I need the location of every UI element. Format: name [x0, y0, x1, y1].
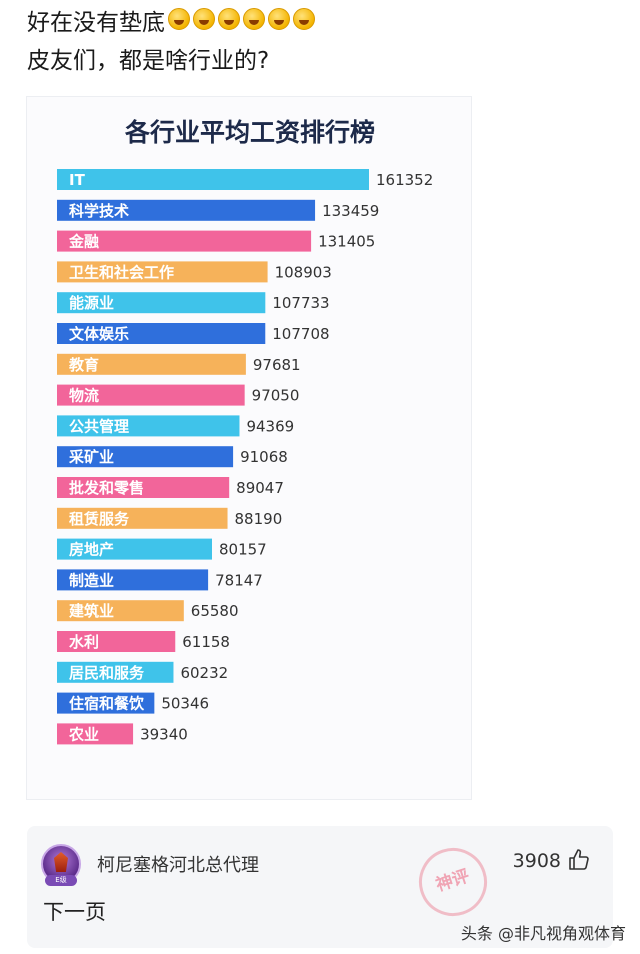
bar-value-label: 107708 [272, 325, 329, 343]
laughing-emoji-icon [218, 8, 240, 30]
bar-category-label: 文体娱乐 [69, 325, 129, 343]
bar [57, 261, 268, 283]
bar-value-label: 97681 [253, 356, 301, 374]
emoji-row [165, 4, 315, 42]
laughing-emoji-icon [268, 8, 290, 30]
bar-value-label: 131405 [318, 233, 375, 251]
bar-category-label: 教育 [68, 356, 99, 374]
bar [57, 661, 174, 683]
post-text: 好在没有垫底 皮友们，都是啥行业的? [27, 4, 315, 80]
bar [57, 600, 184, 622]
chart-title: 各行业平均工资排行榜 [124, 118, 375, 147]
bar [57, 723, 134, 745]
bar-category-label: 居民和服务 [69, 664, 145, 682]
bar-category-label: 住宿和餐饮 [69, 695, 145, 713]
bar-category-label: 采矿业 [68, 448, 114, 466]
bar [57, 199, 316, 221]
comment-card[interactable]: E级 柯尼塞格河北总代理 神评 3908 下一页 [27, 826, 613, 948]
bar [57, 692, 155, 714]
bar [57, 477, 230, 498]
bar-value-label: 89047 [236, 479, 284, 497]
laughing-emoji-icon [243, 8, 265, 30]
bar-category-label: 房地产 [69, 541, 114, 559]
comment-username[interactable]: 柯尼塞格河北总代理 [97, 855, 259, 876]
bar-value-label: 78147 [215, 571, 263, 589]
bar [57, 631, 176, 652]
thumbs-up-icon[interactable] [567, 848, 591, 872]
bar-value-label: 88190 [235, 510, 283, 528]
avatar-logo-icon [54, 852, 68, 872]
post-line-1: 好在没有垫底 [27, 4, 315, 42]
salary-bar-chart: 各行业平均工资排行榜 IT 161352 科学技术 133459 金融 131405 卫生和… [57, 118, 433, 745]
bar-category-label: 租赁服务 [69, 510, 130, 528]
bar [57, 507, 228, 529]
bar [57, 384, 245, 406]
chart-image[interactable]: 各行业平均工资排行榜 IT 161352 科学技术 133459 金融 131405 卫生和… [26, 96, 472, 800]
post-line-2-text: 皮友们，都是啥行业的? [27, 48, 270, 74]
bar [57, 415, 240, 437]
bar [57, 569, 209, 591]
bar [57, 353, 246, 375]
bar-value-label: 107733 [272, 294, 329, 312]
bar-category-label: 卫生和社会工作 [69, 263, 174, 281]
laughing-emoji-icon [193, 8, 215, 30]
avatar-badge: E级 [45, 875, 77, 886]
bar-value-label: 61158 [182, 633, 230, 651]
bar-value-label: 80157 [219, 541, 267, 559]
featured-comment-stamp: 神评 [410, 839, 496, 925]
bar-value-label: 94369 [246, 417, 294, 435]
bar [57, 446, 234, 468]
bar-category-label: 建筑业 [69, 602, 114, 620]
bar [57, 292, 266, 314]
bar [57, 323, 266, 344]
bar-category-label: 金融 [68, 233, 99, 251]
bar-value-label: 108903 [275, 263, 332, 281]
avatar[interactable]: E级 [41, 844, 81, 886]
bar-value-label: 60232 [180, 664, 228, 682]
post-line-2: 皮友们，都是啥行业的? [27, 42, 315, 80]
bar-category-label: 公共管理 [69, 417, 129, 435]
bar [57, 230, 312, 252]
bar-category-label: 物流 [69, 387, 99, 405]
bar-category-label: 批发和零售 [69, 479, 144, 497]
bar-category-label: 制造业 [69, 571, 114, 589]
comment-text: 下一页 [43, 900, 106, 924]
laughing-emoji-icon [293, 8, 315, 30]
bar-value-label: 97050 [252, 387, 300, 405]
like-count: 3908 [512, 850, 561, 872]
bar-value-label: 161352 [376, 171, 433, 189]
bar-category-label: 能源业 [69, 294, 114, 312]
bar-category-label: 科学技术 [69, 202, 129, 220]
bar-category-label: 水利 [69, 633, 99, 651]
bar-category-label: IT [69, 171, 86, 189]
bar-category-label: 农业 [68, 725, 99, 743]
post-line-1-text: 好在没有垫底 [27, 10, 165, 36]
bar-value-label: 91068 [240, 448, 288, 466]
bar-value-label: 65580 [191, 602, 239, 620]
bar-value-label: 133459 [322, 202, 379, 220]
watermark: 头条 @非凡视角观体育 [460, 924, 626, 943]
laughing-emoji-icon [168, 8, 190, 30]
bar-value-label: 50346 [161, 695, 209, 713]
bar [57, 169, 369, 190]
bar [57, 538, 212, 560]
bar-value-label: 39340 [140, 725, 188, 743]
